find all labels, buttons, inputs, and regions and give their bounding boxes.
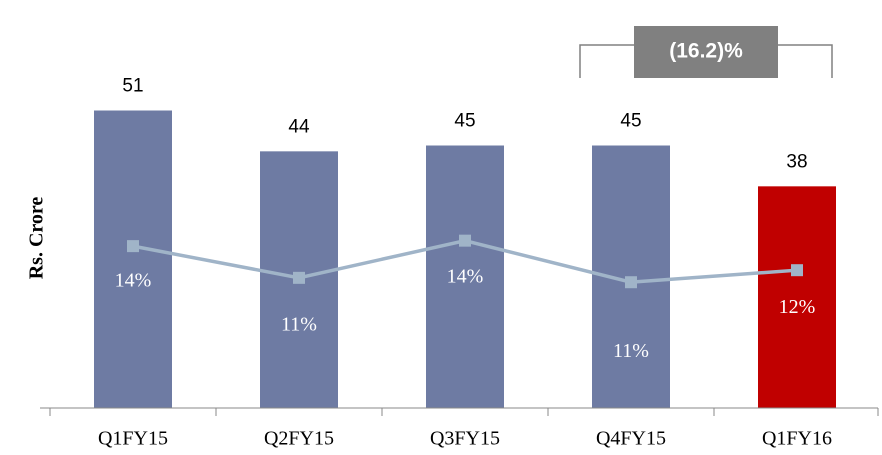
bar (94, 110, 172, 408)
bar-value-label: 45 (454, 111, 475, 132)
annotation: (16.2)% (669, 40, 743, 63)
line-value-label: 11% (613, 340, 649, 362)
line-marker (127, 240, 139, 253)
bar-value-label: 44 (288, 116, 310, 137)
bar-value-label: 45 (620, 111, 641, 132)
line-marker (459, 234, 471, 247)
x-tick-label: Q1FY16 (762, 428, 832, 450)
line-marker (791, 264, 803, 277)
line-marker (293, 271, 305, 284)
line-value-label: 14% (447, 265, 484, 287)
bar-value-label: 51 (122, 76, 143, 97)
line-marker (625, 276, 637, 289)
bracket (579, 44, 833, 78)
x-tick-label: Q4FY15 (596, 428, 666, 450)
x-tick-label: Q1FY15 (98, 428, 168, 450)
bar-value-label: 38 (786, 151, 807, 172)
y-axis-label: Rs. Crore (26, 197, 48, 280)
line-value-label: 11% (281, 313, 317, 335)
x-tick-label: Q2FY15 (264, 428, 334, 450)
annotation-box (634, 26, 778, 78)
line-value-label: 14% (115, 270, 152, 292)
bar (426, 145, 504, 408)
line-value-label: 12% (779, 296, 816, 318)
bar (758, 186, 836, 408)
x-tick-label: Q3FY15 (430, 428, 500, 450)
